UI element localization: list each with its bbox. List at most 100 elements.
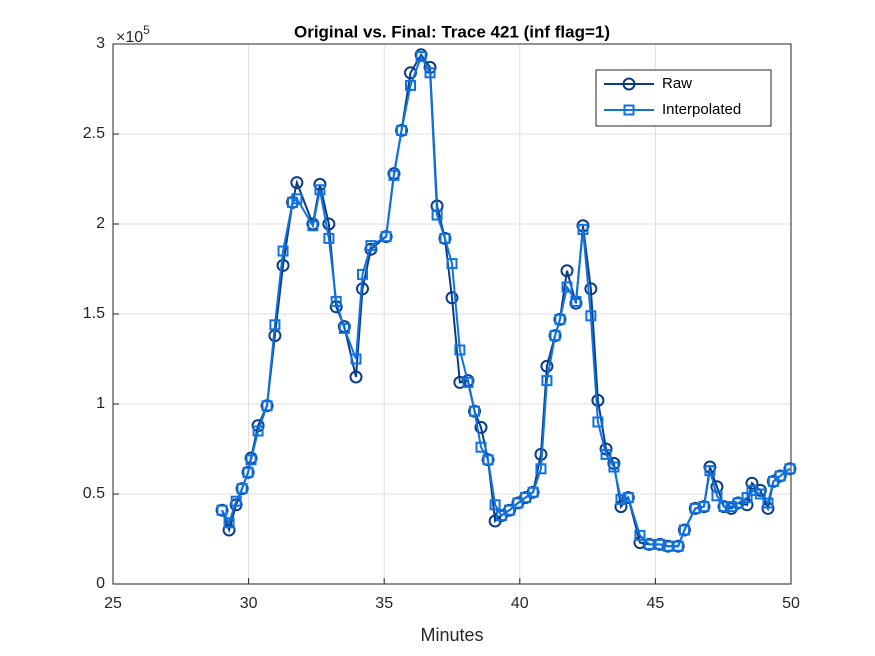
marker — [424, 67, 436, 79]
marker — [784, 463, 796, 475]
marker — [698, 501, 710, 513]
marker — [745, 476, 759, 490]
y-tick-label: 2.5 — [83, 125, 105, 142]
marker — [591, 393, 605, 407]
marker — [290, 176, 304, 190]
marker — [503, 504, 515, 516]
marker — [643, 538, 655, 550]
marker — [245, 454, 257, 466]
marker — [475, 441, 487, 453]
marker — [405, 79, 417, 91]
x-tick-label: 45 — [647, 595, 665, 612]
y-tick-label: 0.5 — [83, 485, 105, 502]
legend-marker — [622, 77, 636, 91]
marker — [396, 124, 408, 136]
marker — [614, 500, 628, 514]
y-tick-label: 1.5 — [83, 305, 105, 322]
marker — [469, 405, 481, 417]
marker — [462, 376, 474, 388]
y-multiplier-base: ×10 — [116, 29, 143, 46]
marker — [600, 448, 612, 460]
x-tick-label: 50 — [782, 595, 800, 612]
marker — [535, 463, 547, 475]
marker — [704, 465, 716, 477]
axes-box — [112, 43, 792, 585]
marker — [365, 240, 377, 252]
marker — [445, 291, 459, 305]
marker — [585, 310, 597, 322]
marker — [560, 264, 574, 278]
marker — [561, 281, 573, 293]
marker — [380, 231, 392, 243]
x-tick-label: 25 — [104, 595, 122, 612]
y-multiplier: ×105 — [116, 23, 150, 46]
chart-title: Original vs. Final: Trace 421 (inf flag=… — [294, 22, 610, 41]
x-tick-label: 35 — [375, 595, 393, 612]
marker — [577, 223, 589, 235]
marker — [439, 232, 451, 244]
marker — [322, 217, 336, 231]
marker — [672, 540, 684, 552]
marker — [634, 529, 646, 541]
marker — [541, 375, 553, 387]
marker — [740, 498, 754, 512]
marker — [291, 193, 303, 205]
marker — [453, 375, 467, 389]
marker — [338, 322, 350, 334]
y-tick-label: 1 — [96, 395, 105, 412]
marker — [415, 51, 427, 63]
legend-marker — [623, 104, 635, 116]
marker — [762, 497, 774, 509]
marker — [350, 353, 362, 365]
x-tick-label: 40 — [511, 595, 529, 612]
marker — [252, 425, 264, 437]
marker — [662, 540, 674, 552]
marker — [307, 220, 319, 232]
marker — [622, 492, 634, 504]
marker — [261, 400, 273, 412]
marker — [223, 517, 235, 529]
marker — [216, 504, 228, 516]
marker — [711, 490, 723, 502]
marker — [454, 344, 466, 356]
y-tick-label: 0 — [96, 575, 105, 592]
y-tick-label: 3 — [96, 35, 105, 52]
series-line — [221, 54, 791, 548]
marker — [388, 169, 400, 181]
marker — [277, 245, 289, 257]
marker — [446, 258, 458, 270]
marker — [242, 466, 254, 478]
marker — [482, 454, 494, 466]
marker — [774, 470, 786, 482]
marker — [754, 488, 766, 500]
marker — [489, 499, 501, 511]
marker — [357, 268, 369, 280]
y-multiplier-exponent: 5 — [143, 23, 150, 37]
marker — [474, 420, 488, 434]
marker — [718, 501, 730, 513]
marker — [554, 313, 566, 325]
y-tick-label: 2 — [96, 215, 105, 232]
marker — [608, 461, 620, 473]
marker — [527, 486, 539, 498]
marker — [314, 184, 326, 196]
marker — [549, 330, 561, 342]
marker — [330, 295, 342, 307]
x-axis-label: Minutes — [420, 625, 483, 645]
marker — [236, 483, 248, 495]
marker — [570, 295, 582, 307]
marker — [615, 493, 627, 505]
marker — [349, 370, 363, 384]
marker — [431, 209, 443, 221]
marker — [269, 319, 281, 331]
x-tick-label: 30 — [240, 595, 258, 612]
marker — [678, 524, 690, 536]
marker — [592, 416, 604, 428]
marker — [584, 282, 598, 296]
legend-label: Raw — [662, 75, 692, 92]
marker — [323, 232, 335, 244]
marker — [230, 495, 242, 507]
legend-label: Interpolated — [662, 101, 741, 118]
marker — [540, 359, 554, 373]
